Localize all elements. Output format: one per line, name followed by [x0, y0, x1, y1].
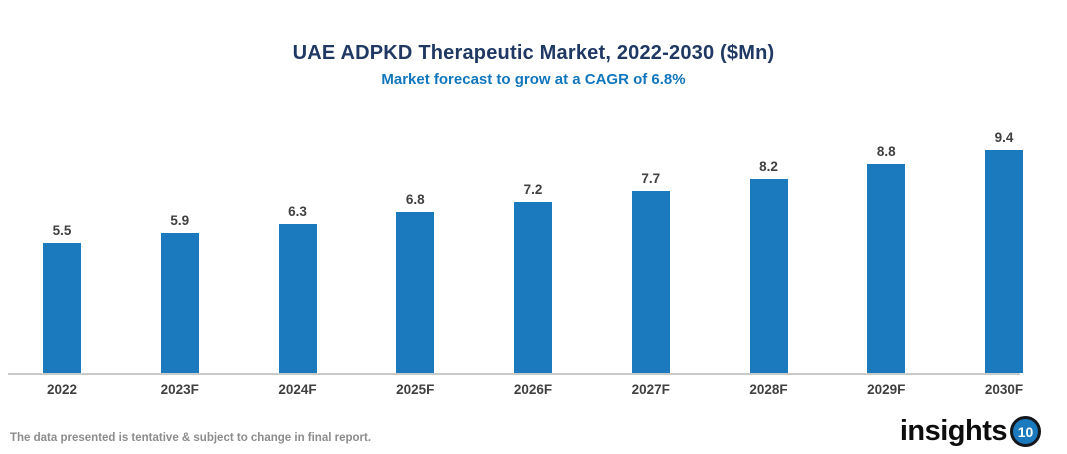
bar-value-label: 9.4	[994, 130, 1014, 145]
x-axis-label: 2022	[46, 382, 78, 397]
bar	[985, 150, 1023, 373]
logo-badge-10: 10	[1010, 416, 1041, 447]
bar-value-label: 6.3	[288, 204, 307, 219]
bar-group: 5.9	[160, 213, 199, 373]
bar-value-label: 8.2	[759, 159, 778, 174]
bar-chart: 5.5 5.9 6.3 6.8 7.2 7.7 8.2 8.8 9.4 2022 2023F 202…	[0, 130, 1067, 397]
bar	[631, 191, 670, 373]
bar-group: 5.5	[43, 223, 81, 373]
x-axis-label: 2029F	[867, 382, 906, 397]
bar-value-label: 7.2	[523, 182, 543, 197]
logo-text: insights	[899, 415, 1008, 447]
bar	[278, 224, 317, 373]
x-axis-label: 2027F	[631, 382, 670, 397]
x-axis-line	[8, 373, 1020, 375]
bar	[867, 164, 906, 373]
x-axis-label: 2024F	[278, 382, 317, 397]
x-axis-label: 2028F	[749, 382, 788, 397]
x-axis-label: 2030F	[984, 382, 1024, 397]
insights10-logo: insights 10	[900, 416, 1041, 447]
bar-value-label: 6.8	[405, 192, 425, 207]
x-axis-label: 2026F	[513, 382, 553, 397]
disclaimer-text: The data presented is tentative & subjec…	[10, 432, 372, 444]
x-axis-label: 2023F	[160, 382, 199, 397]
chart-subtitle: Market forecast to grow at a CAGR of 6.8…	[381, 71, 686, 88]
bar	[514, 202, 552, 373]
bar-group: 7.7	[631, 171, 670, 373]
bars-area: 5.5 5.9 6.3 6.8 7.2 7.7 8.2 8.8 9.4	[0, 130, 1067, 373]
bar-value-label: 8.8	[876, 144, 896, 159]
bar-group: 8.8	[867, 144, 906, 373]
bar-group: 8.2	[749, 159, 788, 373]
bar	[160, 233, 199, 373]
bar-group: 7.2	[514, 182, 552, 373]
bar	[43, 243, 81, 373]
chart-title: UAE ADPKD Therapeutic Market, 2022-2030 …	[292, 42, 775, 64]
bar	[396, 212, 435, 373]
bar-group: 9.4	[985, 130, 1023, 373]
bar-group: 6.3	[278, 204, 317, 373]
bar	[749, 179, 788, 373]
bar-value-label: 5.9	[170, 213, 190, 228]
x-axis-labels: 2022 2023F 2024F 2025F 2026F 2027F 2028F 2029F 2…	[0, 382, 1067, 397]
x-axis-label: 2025F	[396, 382, 435, 397]
bar-value-label: 5.5	[52, 223, 72, 238]
bar-group: 6.8	[396, 192, 435, 373]
bar-value-label: 7.7	[641, 171, 661, 186]
